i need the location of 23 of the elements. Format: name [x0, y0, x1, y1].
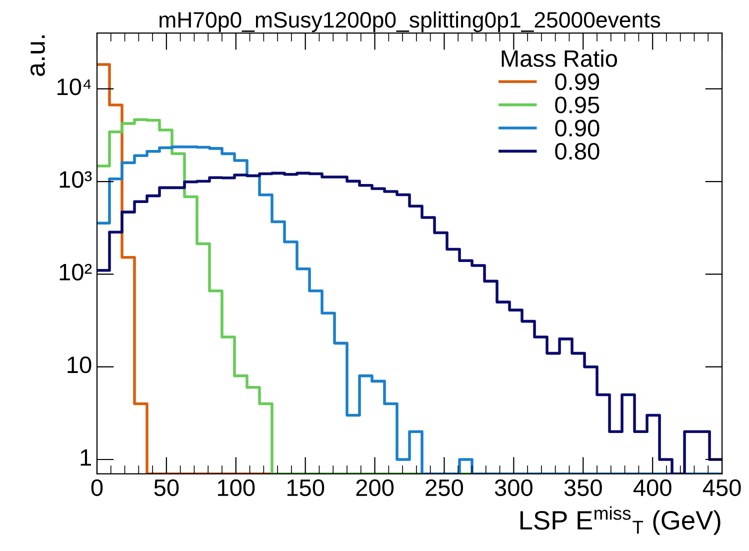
y-tick-label: 10 — [68, 356, 92, 374]
x-tick-label: 250 — [426, 479, 464, 496]
y-tick-label: 10² — [60, 264, 92, 281]
y-axis-title: a.u. — [30, 35, 45, 76]
legend-label: 0.99 — [555, 73, 600, 90]
legend-label: 0.95 — [555, 96, 600, 114]
legend-title: Mass Ratio — [502, 50, 618, 67]
legend-label: 0.90 — [555, 120, 600, 137]
x-tick-label: 300 — [494, 479, 532, 496]
x-tick-label: 450 — [702, 479, 741, 496]
chart-title: mH70p0_mSusy1200p0_splitting0p1_25000events — [160, 11, 660, 32]
x-tick-label: 50 — [154, 479, 179, 496]
y-tick-label: 10⁴ — [58, 78, 91, 96]
x-tick-label: 100 — [218, 479, 255, 496]
x-tick-label: 0 — [91, 479, 103, 496]
x-tick-label: 400 — [633, 479, 672, 496]
x-axis-title: LSP E$^{miss}$$_{T}$ (GeV) — [520, 506, 720, 535]
y-tick-label: 10³ — [60, 171, 92, 188]
x-tick-label: 350 — [564, 479, 602, 496]
y-tick-label: 1 — [80, 449, 91, 466]
x-tick-label: 200 — [356, 479, 394, 496]
legend-label: 0.80 — [555, 142, 600, 160]
x-tick-label: 150 — [287, 479, 324, 496]
